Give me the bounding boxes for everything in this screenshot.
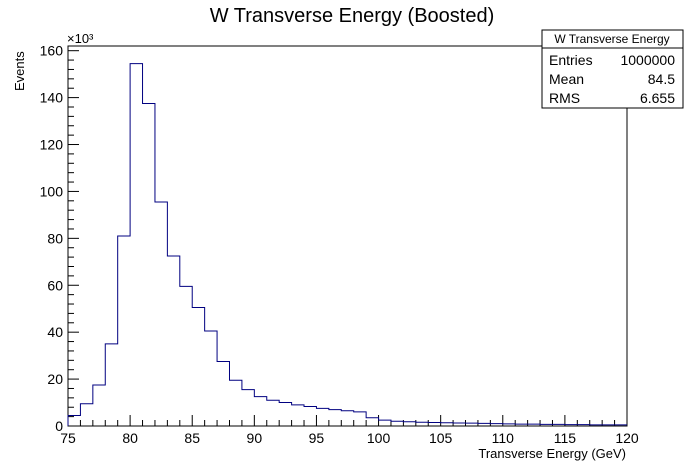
stats-title: W Transverse Energy: [554, 32, 669, 46]
stats-mean-label: Mean: [549, 71, 584, 87]
x-tick-label: 90: [247, 430, 263, 446]
x-tick-label: 110: [492, 430, 515, 446]
x-axis-label: Transverse Energy (GeV): [478, 446, 626, 461]
stats-entries-value: 1000000: [620, 52, 675, 68]
y-tick-label: 140: [40, 90, 64, 106]
stats-box-frame: [541, 29, 684, 109]
y-tick-label: 40: [47, 324, 63, 340]
y-tick-label: 20: [47, 371, 63, 387]
x-tick-label: 120: [615, 430, 639, 446]
chart-title: W Transverse Energy (Boosted): [210, 5, 495, 27]
plot-frame: [67, 45, 628, 427]
x-tick-label: 115: [554, 430, 577, 446]
y-tick-label: 0: [55, 418, 63, 434]
y-tick-label: 120: [40, 137, 64, 153]
x-tick-label: 95: [309, 430, 325, 446]
y-axis-label: Events: [12, 51, 27, 91]
x-axis: 75 80 85 90 95 100 105 110 115 120: [60, 415, 639, 446]
histogram-series: [67, 63, 627, 426]
stats-entries-label: Entries: [549, 52, 593, 68]
y-axis: 0 20 40 60 80 100 120 140 160: [40, 43, 79, 434]
stats-box: W Transverse Energy Entries 1000000 Mean…: [541, 29, 684, 109]
x-tick-label: 85: [184, 430, 200, 446]
stats-mean-value: 84.5: [648, 71, 675, 87]
y-tick-label: 60: [47, 277, 63, 293]
x-tick-label: 80: [122, 430, 138, 446]
y-tick-label: 80: [47, 230, 63, 246]
y-multiplier-label: ×10³: [67, 31, 94, 46]
x-tick-label: 105: [429, 430, 453, 446]
y-tick-label: 160: [40, 43, 64, 59]
stats-rms-value: 6.655: [640, 90, 675, 106]
y-tick-label: 100: [40, 183, 64, 199]
x-tick-label: 75: [60, 430, 76, 446]
stats-rms-label: RMS: [549, 90, 580, 106]
x-tick-label: 100: [367, 430, 391, 446]
